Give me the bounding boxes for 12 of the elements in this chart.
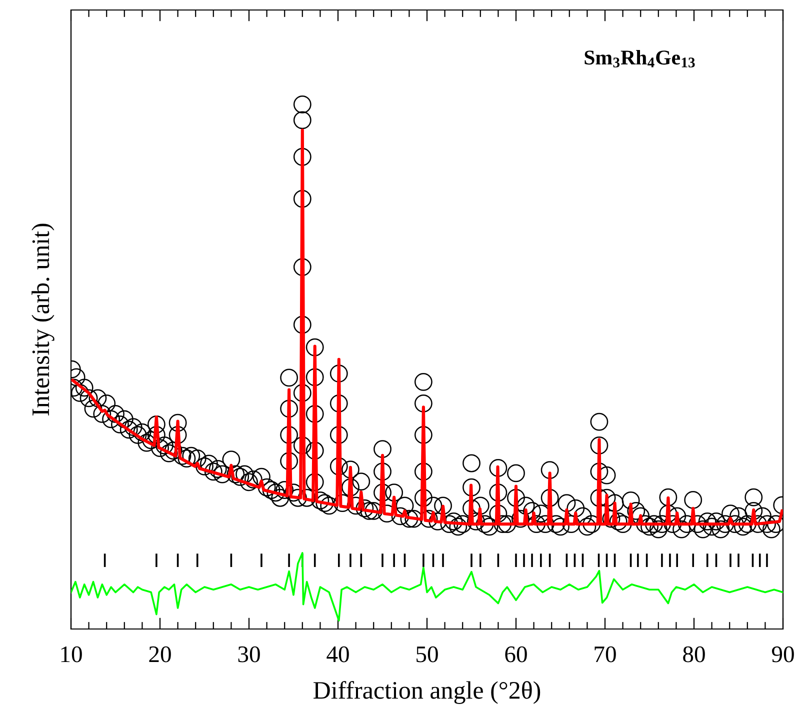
text: Sm$_{3}$Rh$_{4}$Ge$_{13}$ bbox=[584, 50, 695, 68]
x-axis-title: Diffraction angle (°2θ) bbox=[314, 680, 540, 704]
x-tick-label: 90 bbox=[772, 646, 794, 662]
x-tick-label: 70 bbox=[594, 646, 616, 662]
x-tick-label: 60 bbox=[505, 646, 527, 662]
y-axis-title: Intensity (arb. unit) bbox=[32, 224, 54, 416]
x-tick-label: 10 bbox=[61, 646, 82, 662]
x-tick-label: 30 bbox=[238, 646, 260, 662]
x-tick-label: 40 bbox=[326, 646, 349, 662]
x-tick-label: 50 bbox=[416, 646, 438, 662]
x-tick-label: 20 bbox=[149, 646, 171, 662]
x-tick-label: 80 bbox=[683, 646, 705, 662]
